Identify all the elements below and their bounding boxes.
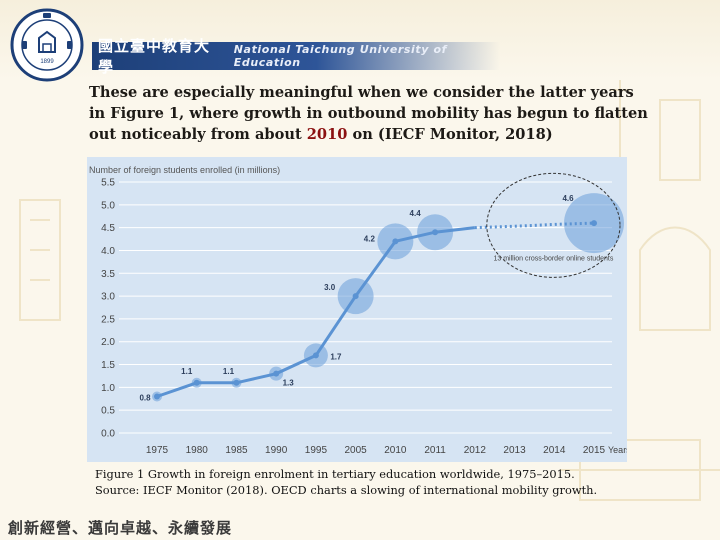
data-point: [154, 393, 160, 400]
y-tick-label: 3.5: [101, 269, 115, 280]
x-tick-label: 2010: [384, 445, 407, 456]
university-banner: 國立臺中教育大學 National Taichung University of…: [92, 37, 500, 76]
x-tick-label: 2005: [345, 445, 368, 456]
data-label: 1.7: [330, 352, 342, 361]
x-tick-label: 1990: [265, 445, 288, 456]
x-tick-label: 1985: [225, 445, 248, 456]
data-label: 1.3: [283, 379, 295, 388]
growth-chart: Number of foreign students enrolled (in …: [89, 165, 631, 456]
intro-paragraph: These are especially meaningful when we …: [89, 82, 649, 145]
data-label: 1.1: [223, 367, 235, 376]
footer-motto: 創新經營、邁向卓越、永續發展: [8, 519, 233, 537]
data-label: 4.6: [562, 194, 574, 203]
caption-line-1: Figure 1 Growth in foreign enrolment in …: [95, 467, 575, 481]
data-point: [273, 370, 280, 377]
x-axis-suffix: Years: [608, 445, 627, 455]
data-label: 1.1: [181, 367, 193, 376]
data-label: 4.2: [364, 234, 376, 243]
x-tick-label: 1995: [305, 445, 328, 456]
x-tick-label: 1980: [186, 445, 209, 456]
intro-text: These are especially meaningful when we …: [89, 84, 648, 143]
y-tick-label: 5.5: [101, 178, 115, 189]
data-point: [233, 379, 240, 386]
x-tick-label: 2014: [543, 445, 566, 456]
x-tick-label: 2013: [503, 445, 526, 456]
intro-text-end: on (IECF Monitor, 2018): [347, 126, 553, 143]
data-label: 0.8: [139, 393, 151, 402]
data-point: [392, 238, 399, 245]
annotation-text: 13 million cross-border online students: [493, 255, 613, 262]
data-point: [432, 229, 439, 236]
data-label: 4.4: [410, 209, 422, 218]
data-point: [591, 220, 597, 227]
y-tick-label: 5.0: [101, 200, 115, 211]
data-point: [352, 293, 359, 300]
university-name-en: National Taichung University of Educatio…: [233, 43, 448, 69]
chart-title: Number of foreign students enrolled (in …: [89, 165, 280, 175]
y-tick-label: 0.0: [101, 429, 115, 440]
x-tick-label: 2011: [424, 445, 446, 456]
x-tick-label: 2015: [583, 445, 606, 456]
y-tick-label: 2.0: [101, 337, 115, 348]
y-tick-label: 1.5: [101, 360, 115, 371]
y-tick-label: 1.0: [101, 383, 115, 394]
series-line: [156, 226, 475, 398]
y-tick-label: 4.5: [101, 223, 115, 234]
data-point: [312, 352, 319, 359]
chart-panel: Number of foreign students enrolled (in …: [87, 157, 631, 462]
figure-caption: Figure 1 Growth in foreign enrolment in …: [95, 466, 655, 498]
y-tick-label: 4.0: [101, 246, 115, 257]
x-tick-label: 1975: [146, 445, 169, 456]
logo-year: 1899: [40, 59, 54, 65]
y-tick-label: 2.5: [101, 314, 115, 325]
university-name-zh: 國立臺中教育大學: [98, 37, 211, 76]
university-seal-logo: 1899: [10, 8, 84, 82]
x-tick-label: 2012: [464, 445, 487, 456]
y-tick-label: 3.0: [101, 292, 115, 303]
data-point: [193, 379, 200, 386]
caption-line-2: Source: IECF Monitor (2018). OECD charts…: [95, 483, 598, 497]
annotation-ellipse: [486, 172, 621, 278]
y-tick-label: 0.5: [101, 406, 115, 417]
data-label: 3.0: [324, 283, 336, 292]
intro-highlight-year: 2010: [306, 126, 348, 143]
